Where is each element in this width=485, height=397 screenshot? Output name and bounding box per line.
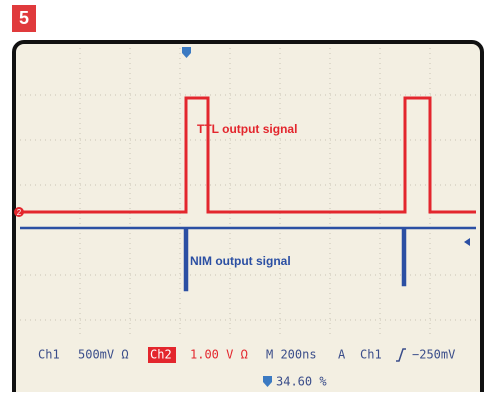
page: 5 2 TTL output signal NIM output signal … — [0, 0, 485, 392]
trigger-mode: A — [338, 348, 346, 362]
timebase: M 200ns — [266, 348, 317, 362]
position: 34.60 % — [276, 375, 327, 389]
scope-screen — [14, 42, 482, 392]
trigger-source: Ch1 — [360, 348, 382, 362]
ttl-label: TTL output signal — [197, 122, 297, 136]
ch2-marker-label: 2 — [17, 208, 22, 217]
ch1-label: Ch1 — [38, 348, 60, 362]
ch2-scale: 1.00 V Ω — [190, 348, 248, 362]
ch1-scale: 500mV Ω — [78, 348, 129, 362]
panel-number: 5 — [19, 8, 29, 28]
ch2-label: Ch2 — [150, 348, 172, 362]
nim-label: NIM output signal — [190, 254, 291, 268]
trigger-level: −250mV — [412, 348, 455, 362]
